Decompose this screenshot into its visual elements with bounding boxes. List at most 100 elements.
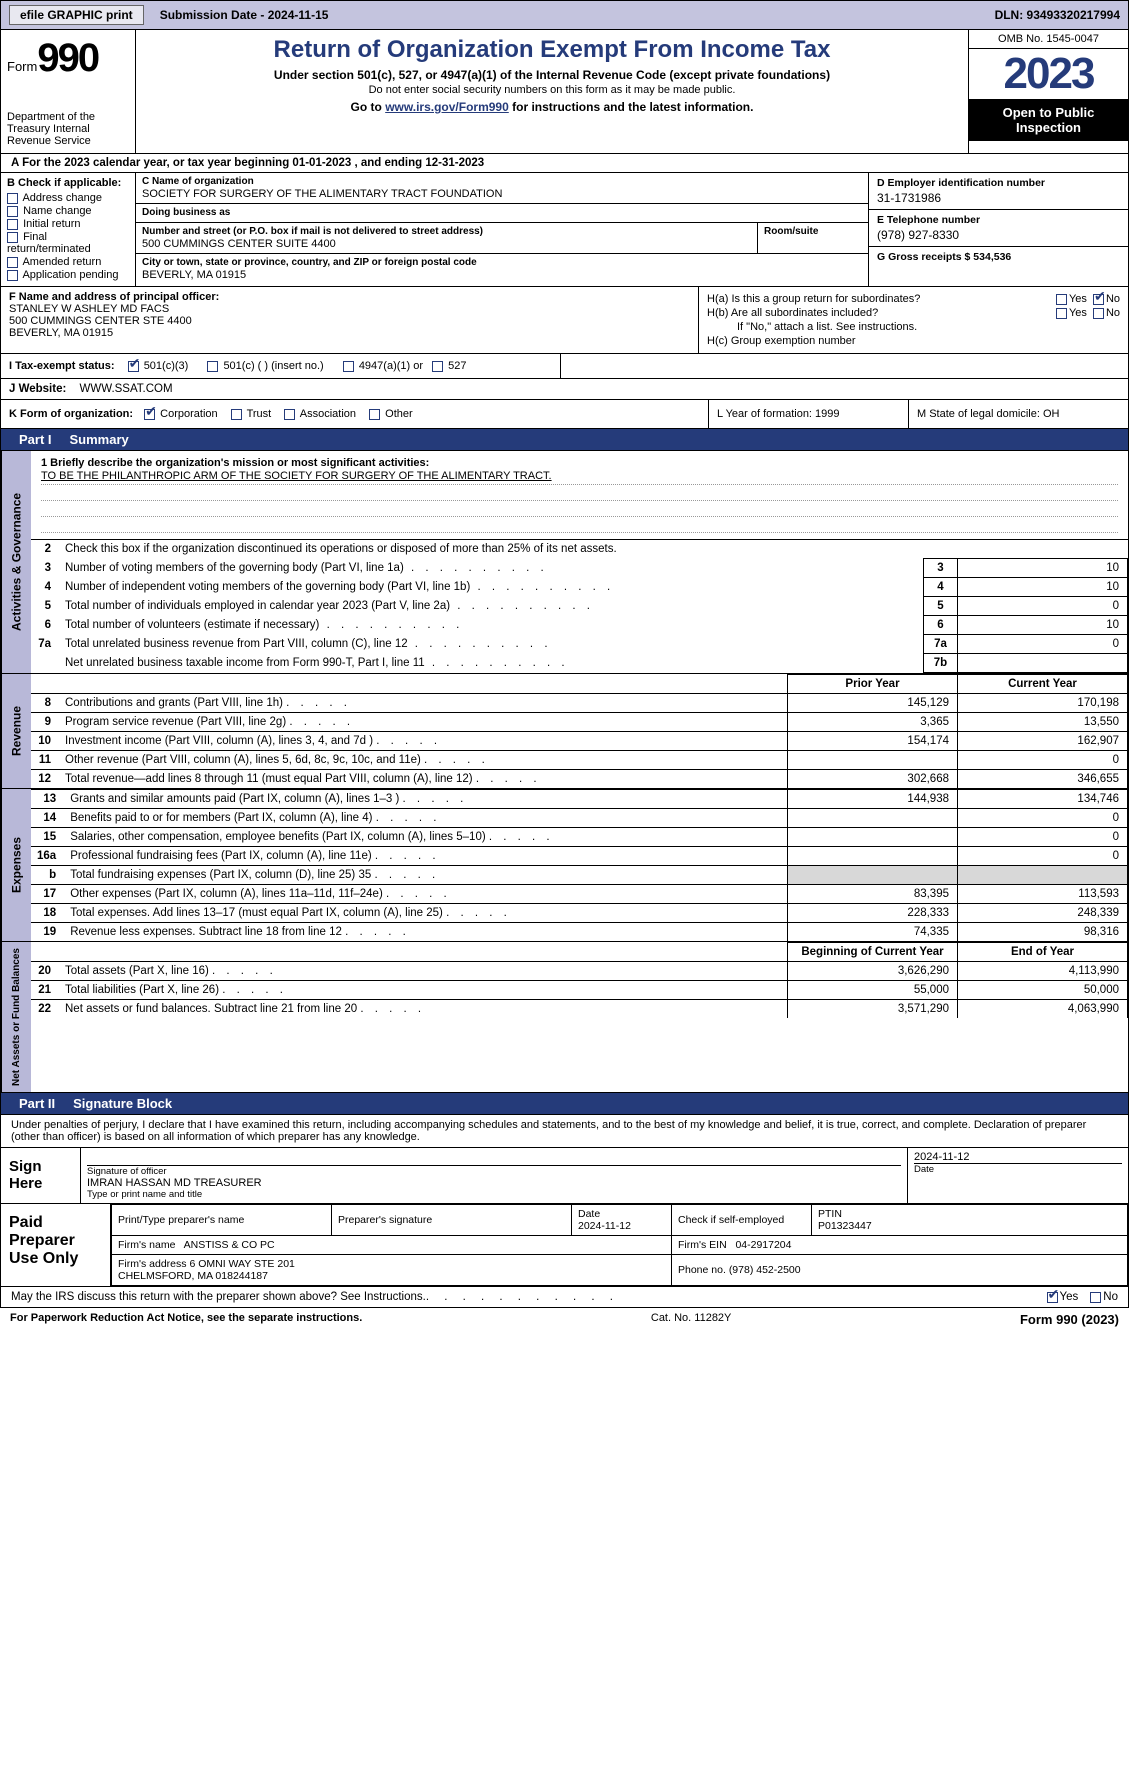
part-1-title: Summary bbox=[70, 432, 129, 447]
box-val: 0 bbox=[958, 635, 1128, 654]
prior-year-val bbox=[788, 828, 958, 847]
expenses-section: Expenses 13 Grants and similar amounts p… bbox=[0, 789, 1129, 942]
box-val: 10 bbox=[958, 559, 1128, 578]
line-num: 14 bbox=[31, 809, 64, 828]
omb-number: OMB No. 1545-0047 bbox=[969, 30, 1128, 49]
mission-blank-1 bbox=[41, 485, 1118, 501]
current-year-val: 162,907 bbox=[958, 732, 1128, 751]
current-year-val: 50,000 bbox=[958, 981, 1128, 1000]
type-print-label: Type or print name and title bbox=[87, 1189, 901, 1200]
dln-label: DLN: 93493320217994 bbox=[995, 8, 1120, 22]
checkbox-name-change[interactable] bbox=[7, 206, 18, 217]
column-d: D Employer identification number 31-1731… bbox=[868, 173, 1128, 286]
form-org-label: K Form of organization: bbox=[9, 408, 133, 420]
telephone-label: E Telephone number bbox=[877, 214, 1120, 226]
line-desc: Total fundraising expenses (Part IX, col… bbox=[64, 866, 787, 885]
top-toolbar: efile GRAPHIC print Submission Date - 20… bbox=[0, 0, 1129, 30]
box-num: 6 bbox=[924, 616, 958, 635]
label-final-return: Final return/terminated bbox=[7, 231, 91, 255]
assoc-checkbox[interactable] bbox=[284, 409, 295, 420]
501c-checkbox[interactable] bbox=[207, 361, 218, 372]
box-num: 4 bbox=[924, 578, 958, 597]
yes-label: Yes bbox=[1069, 307, 1087, 319]
line-desc: Program service revenue (Part VIII, line… bbox=[59, 713, 788, 732]
ha-yes-checkbox[interactable] bbox=[1056, 294, 1067, 305]
hb-label: H(b) Are all subordinates included? bbox=[707, 307, 1050, 319]
goto-suffix: for instructions and the latest informat… bbox=[509, 100, 754, 114]
4947-checkbox[interactable] bbox=[343, 361, 354, 372]
current-year-val: 0 bbox=[958, 828, 1128, 847]
prep-check-label: Check if self-employed bbox=[678, 1214, 805, 1226]
header-left: Form990 Department of the Treasury Inter… bbox=[1, 30, 136, 153]
current-year-val: 4,063,990 bbox=[958, 1000, 1128, 1019]
other-checkbox[interactable] bbox=[369, 409, 380, 420]
efile-print-button[interactable]: efile GRAPHIC print bbox=[9, 5, 144, 25]
hb-yes-checkbox[interactable] bbox=[1056, 308, 1067, 319]
line-num: 10 bbox=[31, 732, 59, 751]
line-desc: Benefits paid to or for members (Part IX… bbox=[64, 809, 787, 828]
line-num: 20 bbox=[31, 962, 59, 981]
line-desc: Professional fundraising fees (Part IX, … bbox=[64, 847, 787, 866]
part-2-header: Part II Signature Block bbox=[0, 1093, 1129, 1115]
row-i: I Tax-exempt status: 501(c)(3) 501(c) ( … bbox=[0, 354, 1129, 379]
website-label: J Website: bbox=[9, 383, 66, 395]
line-num: 16a bbox=[31, 847, 64, 866]
part-1-header: Part I Summary bbox=[0, 429, 1129, 451]
discuss-yes-checkbox[interactable] bbox=[1047, 1292, 1058, 1303]
current-year-val: 170,198 bbox=[958, 694, 1128, 713]
prior-year-val: 154,174 bbox=[788, 732, 958, 751]
department-label: Department of the Treasury Internal Reve… bbox=[7, 111, 129, 147]
hb-no-checkbox[interactable] bbox=[1093, 308, 1104, 319]
prior-year-val bbox=[788, 751, 958, 770]
ha-no-checkbox[interactable] bbox=[1093, 294, 1104, 305]
box-num: 7b bbox=[924, 654, 958, 673]
label-app-pending: Application pending bbox=[22, 269, 118, 281]
header-right: OMB No. 1545-0047 2023 Open to Public In… bbox=[968, 30, 1128, 153]
prep-date-label: Date bbox=[578, 1208, 665, 1220]
line-num: 5 bbox=[31, 597, 59, 616]
ptin-value: P01323447 bbox=[818, 1220, 1121, 1232]
checkbox-amended[interactable] bbox=[7, 257, 18, 268]
prep-date-value: 2024-11-12 bbox=[578, 1220, 665, 1232]
checkbox-address-change[interactable] bbox=[7, 193, 18, 204]
firm-ein-value: 04-2917204 bbox=[735, 1239, 791, 1251]
firm-name-value: ANSTISS & CO PC bbox=[184, 1239, 275, 1251]
ein-value: 31-1731986 bbox=[877, 191, 1120, 205]
city-value: BEVERLY, MA 01915 bbox=[142, 269, 862, 281]
officer-label: F Name and address of principal officer: bbox=[9, 291, 690, 303]
checkbox-app-pending[interactable] bbox=[7, 270, 18, 281]
col-m: M State of legal domicile: OH bbox=[908, 400, 1128, 428]
hc-label: H(c) Group exemption number bbox=[707, 335, 856, 347]
527-checkbox[interactable] bbox=[432, 361, 443, 372]
row-j: J Website: WWW.SSAT.COM bbox=[0, 379, 1129, 400]
501c3-checkbox[interactable] bbox=[128, 361, 139, 372]
trust-label: Trust bbox=[247, 408, 272, 420]
prior-year-val bbox=[788, 866, 958, 885]
discuss-no-checkbox[interactable] bbox=[1090, 1292, 1101, 1303]
sign-here-block: Sign Here Signature of officer IMRAN HAS… bbox=[0, 1148, 1129, 1204]
line-desc: Total number of individuals employed in … bbox=[59, 597, 924, 616]
trust-checkbox[interactable] bbox=[231, 409, 242, 420]
no-label: No bbox=[1106, 307, 1120, 319]
irs-link[interactable]: www.irs.gov/Form990 bbox=[385, 100, 509, 114]
checkbox-final-return[interactable] bbox=[7, 232, 18, 243]
line-desc: Other expenses (Part IX, column (A), lin… bbox=[64, 885, 787, 904]
corp-checkbox[interactable] bbox=[144, 409, 155, 420]
line-desc: Grants and similar amounts paid (Part IX… bbox=[64, 790, 787, 809]
governance-table: 2Check this box if the organization disc… bbox=[31, 540, 1128, 673]
phone-label: Phone no. bbox=[678, 1264, 726, 1276]
label-amended: Amended return bbox=[22, 256, 101, 268]
goto-prefix: Go to bbox=[351, 100, 386, 114]
checkbox-initial-return[interactable] bbox=[7, 219, 18, 230]
line-num: 4 bbox=[31, 578, 59, 597]
open-to-public: Open to Public Inspection bbox=[969, 99, 1128, 141]
corp-label: Corporation bbox=[160, 408, 217, 420]
current-year-val: 248,339 bbox=[958, 904, 1128, 923]
part-2-title: Signature Block bbox=[73, 1096, 172, 1111]
current-year-header: Current Year bbox=[958, 675, 1128, 694]
line-desc: Net unrelated business taxable income fr… bbox=[59, 654, 924, 673]
label-name-change: Name change bbox=[23, 205, 92, 217]
prior-year-val bbox=[788, 809, 958, 828]
submission-date: Submission Date - 2024-11-15 bbox=[160, 8, 329, 22]
preparer-table: Print/Type preparer's name Preparer's si… bbox=[111, 1204, 1128, 1286]
